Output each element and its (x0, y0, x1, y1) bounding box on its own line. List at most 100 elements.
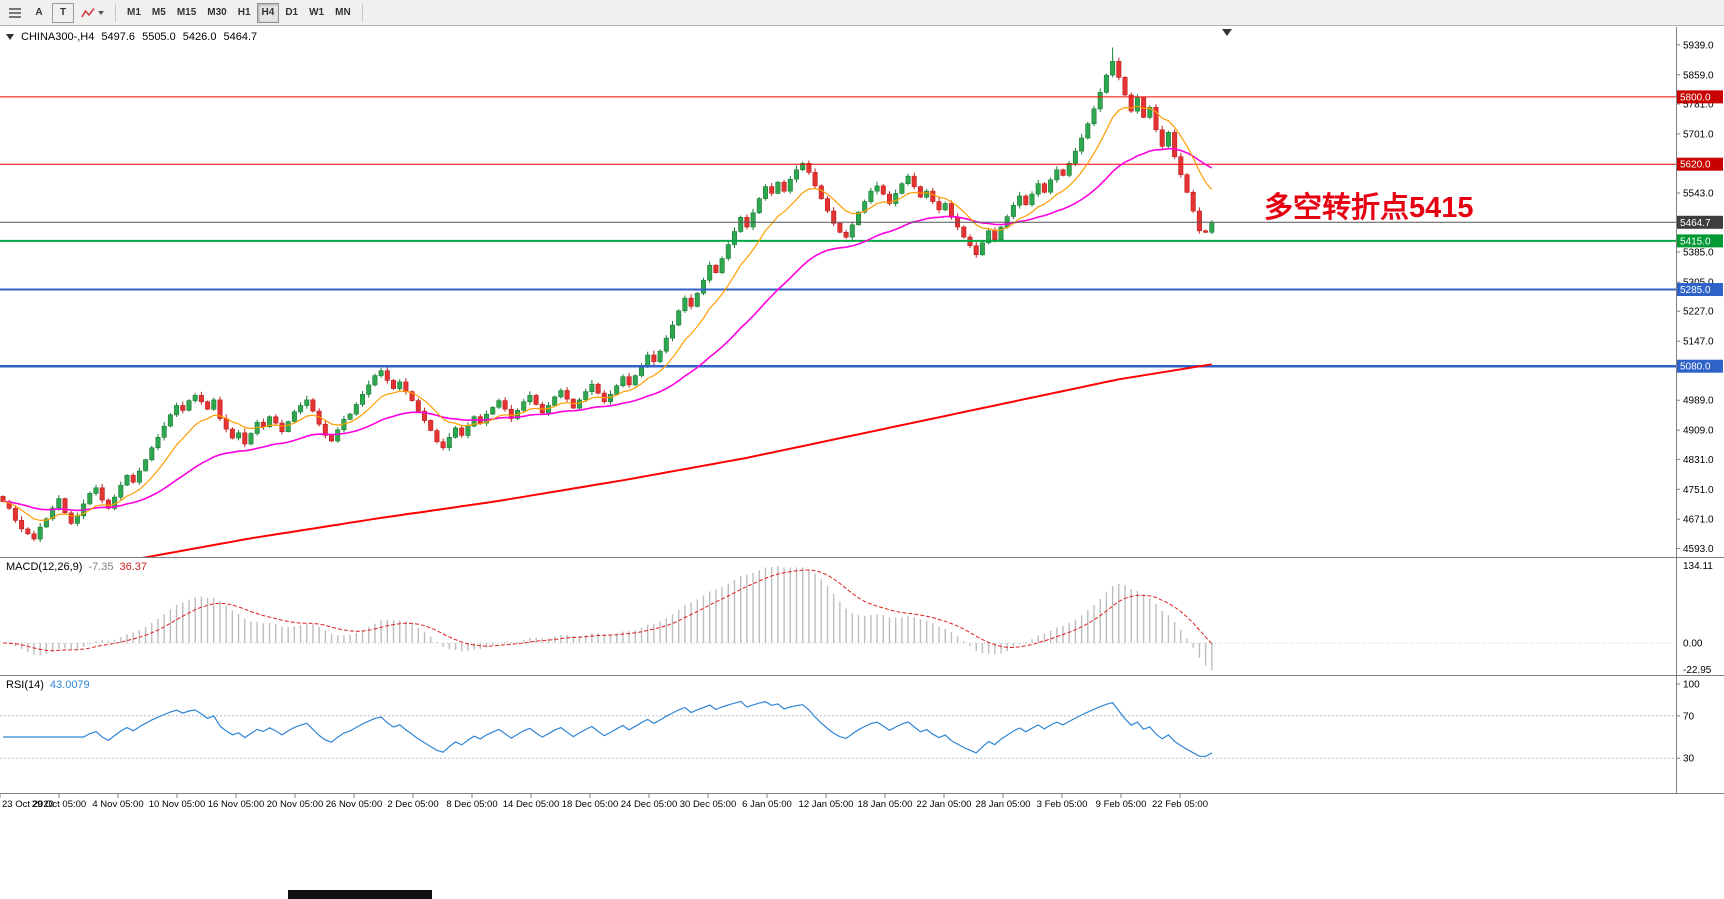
date-label: 3 Feb 05:00 (1037, 799, 1088, 810)
price-tick-label: 4989.0 (1683, 396, 1714, 407)
current-price-badge-label: 5464.7 (1680, 218, 1711, 229)
price-tick-label: 4831.0 (1683, 455, 1714, 466)
price-tick-label: 5227.0 (1683, 307, 1714, 318)
price-tick-label: 4671.0 (1683, 515, 1714, 526)
date-label: 22 Jan 05:00 (917, 799, 972, 810)
current-price-badge (1677, 215, 1723, 229)
date-label: 28 Jan 05:00 (976, 799, 1031, 810)
level-badge-label: 5285.0 (1680, 285, 1711, 296)
cursor-tool-label: A (35, 7, 43, 18)
macd-axis-min: -22.95 (1683, 665, 1712, 676)
timeframe-button-h1[interactable]: H1 (233, 3, 256, 23)
toolbar-separator-2 (361, 3, 363, 22)
macd-main-value: -7.35 (88, 561, 114, 573)
date-label: 29 Oct 05:00 (32, 799, 86, 810)
one-click-trading-arrow-icon[interactable] (6, 34, 14, 40)
taskbar-fragment (288, 890, 432, 899)
price-tick-label: 5147.0 (1683, 337, 1714, 348)
timeframe-button-m5[interactable]: M5 (147, 3, 171, 23)
timeframe-button-m15[interactable]: M15 (172, 3, 201, 23)
timeframe-button-w1[interactable]: W1 (304, 3, 329, 23)
price-tick-label: 5939.0 (1683, 40, 1714, 51)
chart-list-button[interactable] (4, 3, 26, 23)
macd-indicator-label: MACD(12,26,9) -7.35 36.37 (6, 561, 147, 573)
date-label: 16 Nov 05:00 (208, 799, 265, 810)
text-tool-button[interactable]: T (52, 2, 74, 23)
ohlc-close: 5464.7 (223, 31, 258, 43)
chart-symbol-timeframe: CHINA300-,H4 (21, 31, 95, 43)
level-badge-label: 5800.0 (1680, 92, 1711, 103)
timeframe-button-d1[interactable]: D1 (280, 3, 303, 23)
timeframe-group: M1 M5 M15 M30 H1 H4 D1 W1 MN (122, 2, 356, 23)
date-label: 10 Nov 05:00 (149, 799, 206, 810)
moving-averages-layer (2, 105, 1213, 557)
level-lines[interactable] (0, 96, 1676, 368)
macd-name: MACD(12,26,9) (6, 561, 83, 573)
toolbar-separator (115, 3, 116, 22)
price-tick-label: 5781.0 (1683, 99, 1714, 110)
chart-ohlc-header: CHINA300-,H4 5497.6 5505.0 5426.0 5464.7 (6, 31, 261, 43)
price-tick-label: 4593.0 (1683, 544, 1714, 555)
chart-shift-marker-icon[interactable] (1222, 29, 1232, 36)
price-tick-label: 4909.0 (1683, 426, 1714, 437)
rsi-tick-label: 70 (1683, 711, 1695, 722)
timeframe-button-h4[interactable]: H4 (256, 2, 280, 23)
level-badge-label: 5415.0 (1680, 236, 1711, 247)
rsi-panel: 100 70 30 (0, 680, 1700, 765)
top-toolbar: A T M1 M5 M15 M30 H1 H4 D1 W1 MN (0, 0, 1724, 26)
date-label: 12 Jan 05:00 (799, 799, 854, 810)
date-label: 9 Feb 05:00 (1096, 799, 1147, 810)
date-label: 30 Dec 05:00 (680, 799, 737, 810)
price-tick-label: 5701.0 (1683, 129, 1714, 140)
ohlc-open: 5497.6 (101, 31, 136, 43)
timeframe-button-m30[interactable]: M30 (202, 3, 231, 23)
date-label: 8 Dec 05:00 (446, 799, 497, 810)
cursor-tool-button[interactable]: A (28, 3, 50, 23)
date-label: 23 Oct 2020 (2, 799, 54, 810)
candles-layer (0, 47, 1215, 543)
price-tick-label: 5859.0 (1683, 70, 1714, 81)
chart-annotation-text[interactable]: 多空转折点5415 (1264, 192, 1474, 224)
rsi-tick-label: 30 (1683, 754, 1695, 765)
rsi-value: 43.0079 (49, 679, 90, 691)
price-tick-label: 4751.0 (1683, 485, 1714, 496)
caret-down-icon (98, 10, 104, 15)
level-badge (1677, 234, 1723, 248)
date-label: 26 Nov 05:00 (326, 799, 383, 810)
date-label: 2 Dec 05:00 (387, 799, 438, 810)
zigzag-icon (81, 7, 95, 17)
date-label: 18 Dec 05:00 (562, 799, 619, 810)
macd-axis-max: 134.11 (1683, 561, 1713, 572)
date-label: 22 Feb 05:00 (1152, 799, 1208, 810)
rsi-tick-label: 100 (1683, 680, 1700, 691)
date-label: 24 Dec 05:00 (621, 799, 678, 810)
date-label: 20 Nov 05:00 (267, 799, 324, 810)
text-tool-label: T (59, 7, 67, 18)
price-panel (0, 47, 1676, 557)
ohlc-values: 5497.6 5505.0 5426.0 5464.7 (101, 31, 261, 43)
hamburger-icon (9, 7, 21, 10)
price-axis[interactable]: 5939.05859.05781.05701.05543.05385.05305… (1676, 40, 1723, 555)
macd-signal-value: 36.37 (119, 561, 148, 573)
level-badge-label: 5620.0 (1680, 160, 1711, 171)
rsi-indicator-label: RSI(14) 43.0079 (6, 679, 90, 691)
price-tick-label: 5543.0 (1683, 189, 1714, 200)
macd-axis-zero: 0.00 (1683, 639, 1703, 650)
date-label: 4 Nov 05:00 (92, 799, 143, 810)
timeframe-button-mn[interactable]: MN (330, 3, 356, 23)
date-label: 14 Dec 05:00 (503, 799, 560, 810)
ohlc-high: 5505.0 (142, 31, 176, 43)
timeframe-button-m1[interactable]: M1 (122, 3, 146, 23)
level-badge (1677, 157, 1723, 171)
level-badge (1677, 283, 1723, 297)
ohlc-low: 5426.0 (182, 31, 217, 43)
rsi-name: RSI(14) (6, 679, 44, 691)
indicators-button[interactable] (76, 3, 109, 23)
date-label: 6 Jan 05:00 (742, 799, 792, 810)
price-tick-label: 5385.0 (1683, 248, 1714, 259)
level-badge-label: 5080.0 (1680, 362, 1711, 373)
level-badge (1677, 359, 1723, 373)
